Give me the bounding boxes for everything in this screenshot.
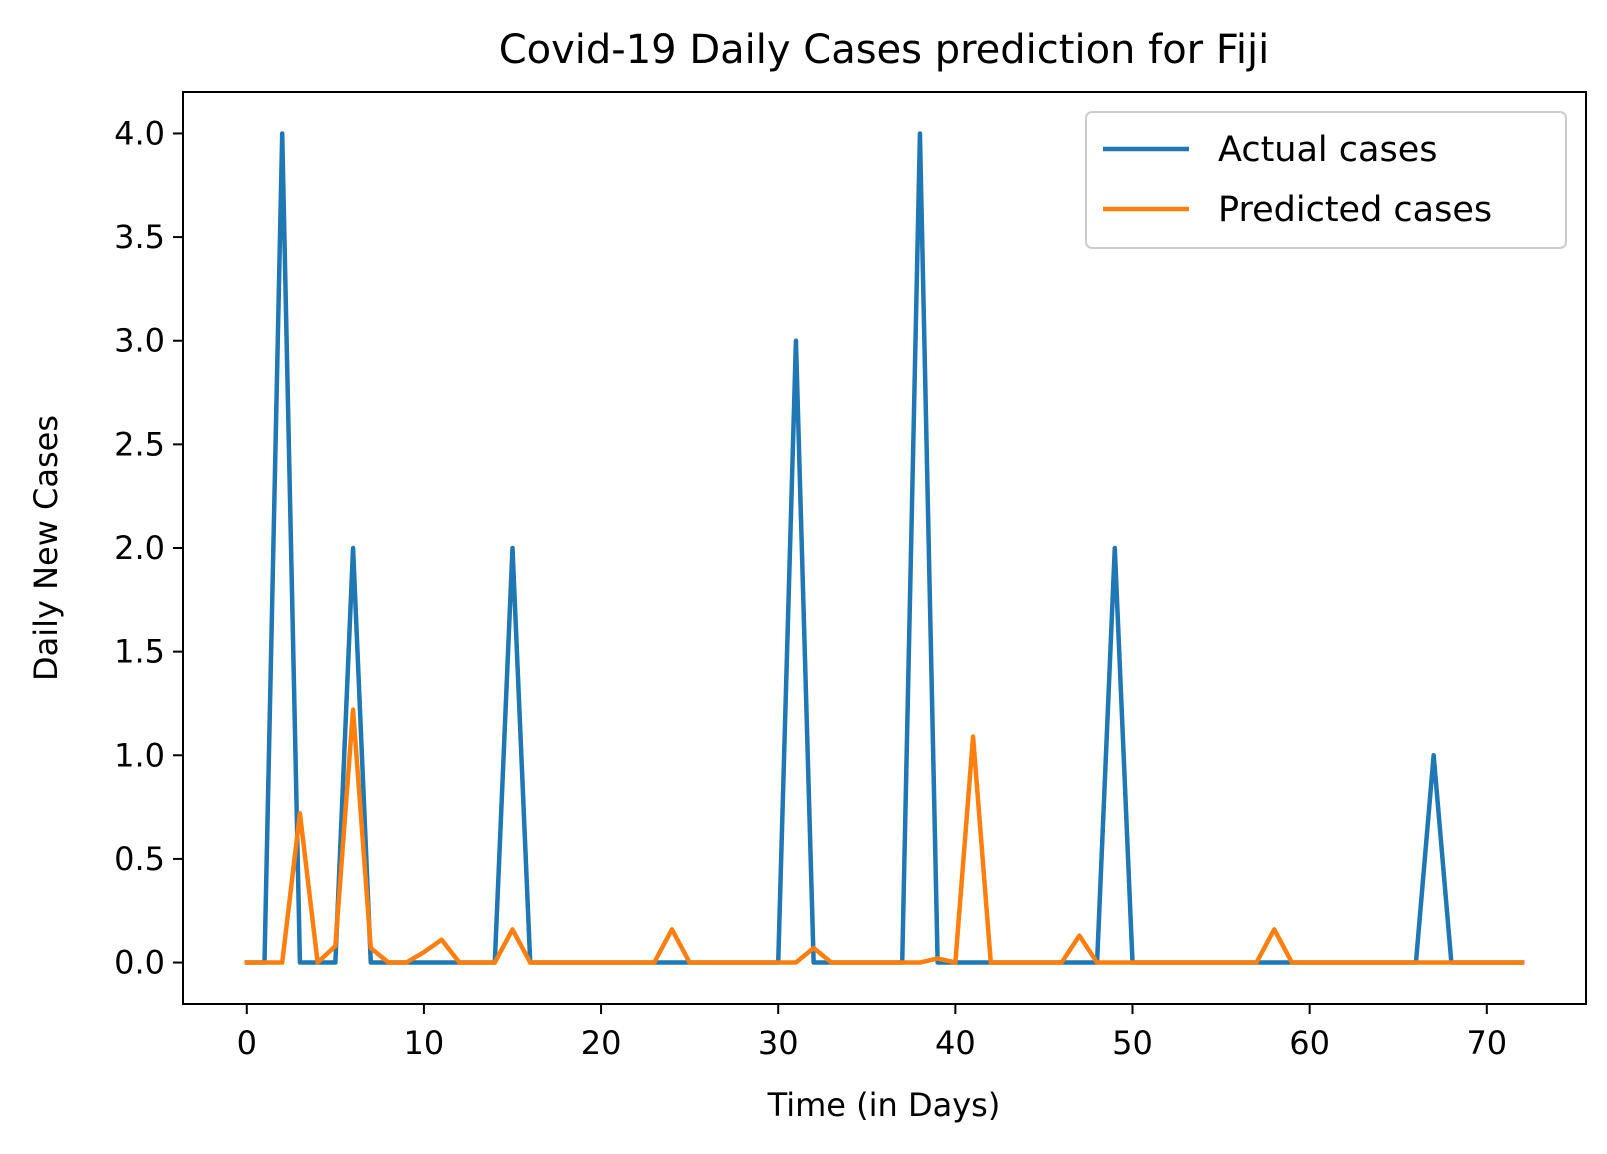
y-tick-label: 1.0 xyxy=(114,736,165,774)
axes: 0 10 20 30 40 50 60 70 0.0 0.5 1.0 1.5 2.0 2.5 3.0 3.5 4… xyxy=(114,91,1587,1062)
x-tick-label: 60 xyxy=(1289,1024,1330,1062)
x-tick-label: 30 xyxy=(758,1024,799,1062)
y-tick-label: 2.5 xyxy=(114,425,165,463)
legend: Actual cases Predicted cases xyxy=(1085,111,1567,249)
y-tick-label: 3.0 xyxy=(114,322,165,360)
plot-area xyxy=(244,131,1525,965)
y-tick-label: 2.0 xyxy=(114,529,165,567)
x-axis-label: Time (in Days) xyxy=(767,1086,1001,1124)
chart-title: Covid-19 Daily Cases prediction for Fiji xyxy=(499,27,1270,73)
legend-label-predicted: Predicted cases xyxy=(1218,190,1492,230)
y-axis-label: Daily New Cases xyxy=(27,415,65,681)
x-tick-label: 50 xyxy=(1112,1024,1153,1062)
y-tick-label: 3.5 xyxy=(114,218,165,256)
y-tick-label: 1.5 xyxy=(114,633,165,671)
series-line-predicted xyxy=(244,707,1525,965)
y-tick-label: 4.0 xyxy=(114,114,165,152)
x-tick-label: 10 xyxy=(404,1024,445,1062)
legend-label-actual: Actual cases xyxy=(1218,130,1437,170)
x-tick-label: 20 xyxy=(581,1024,622,1062)
legend-box xyxy=(1085,111,1567,249)
x-tick-label: 40 xyxy=(935,1024,976,1062)
y-tick-label: 0.0 xyxy=(114,944,165,982)
x-tick-label: 0 xyxy=(237,1024,257,1062)
y-tick-label: 0.5 xyxy=(114,840,165,878)
x-tick-label: 70 xyxy=(1466,1024,1507,1062)
